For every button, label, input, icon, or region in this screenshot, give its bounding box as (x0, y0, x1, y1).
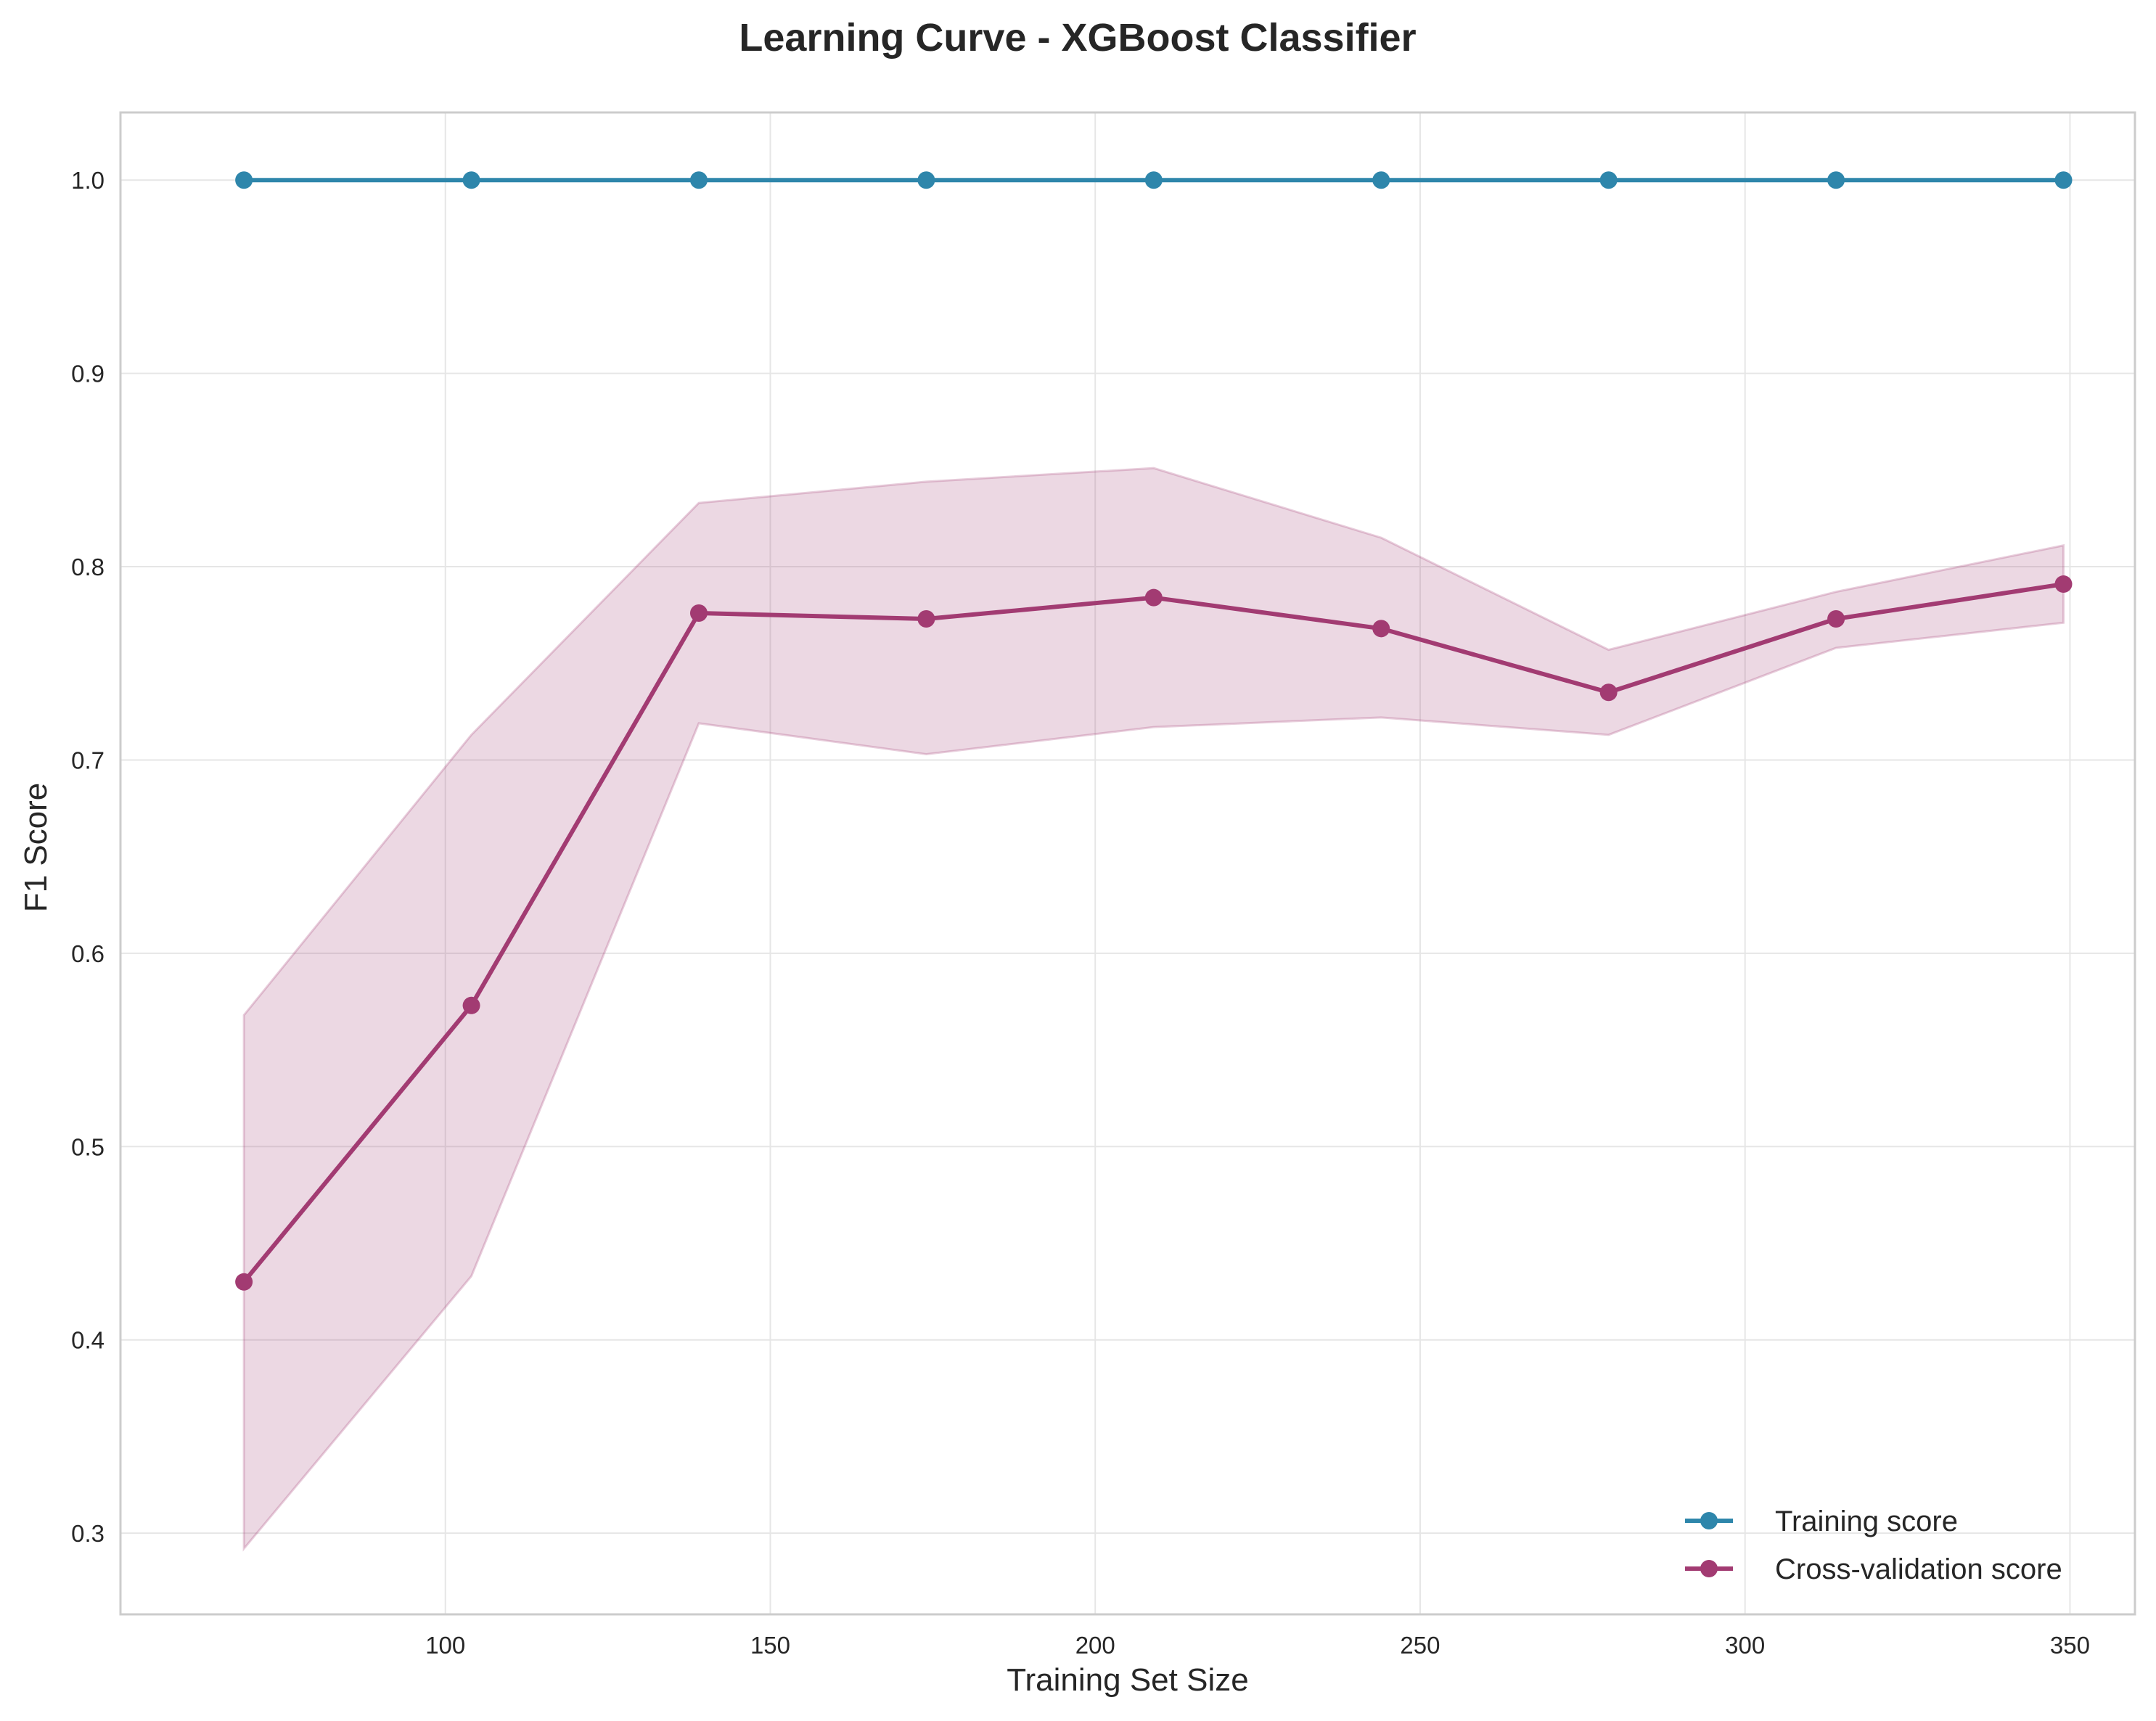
series-1-point (689, 604, 708, 622)
series-0-point (1827, 171, 1845, 189)
y-tick-label: 0.8 (71, 554, 104, 580)
series-1-point (2054, 575, 2073, 593)
y-axis-label: F1 Score (18, 783, 54, 913)
series-1-point (235, 1273, 253, 1291)
legend-marker-1 (1700, 1560, 1718, 1577)
series-0-point (462, 171, 480, 189)
legend: Training score Cross-validation score (1685, 1506, 2062, 1585)
x-tick-label: 100 (425, 1632, 465, 1659)
series-1-point (1144, 588, 1163, 607)
series-0-point (235, 171, 253, 189)
y-tick-label: 0.9 (71, 361, 104, 387)
series-markers (235, 171, 2073, 1291)
series-0-point (1372, 171, 1390, 189)
legend-label-0: Training score (1775, 1506, 1958, 1537)
x-tick-label: 350 (2050, 1632, 2090, 1659)
y-tick-label: 0.4 (71, 1327, 104, 1354)
series-0-point (917, 171, 935, 189)
y-tick-label: 1.0 (71, 167, 104, 194)
y-tick-label: 0.6 (71, 940, 104, 967)
series-0-point (689, 171, 708, 189)
x-axis-label: Training Set Size (1007, 1662, 1248, 1698)
series-1-point (917, 609, 935, 628)
plot-frame (119, 111, 2136, 1616)
series-1-point (1827, 609, 1845, 628)
series-0-point (1599, 171, 1618, 189)
chart-title: Learning Curve - XGBoost Classifier (739, 16, 1416, 59)
x-tick-labels: 100 150 200 250 300 350 (425, 1632, 2090, 1659)
series-0-point (1144, 171, 1163, 189)
series-1-point (462, 996, 480, 1014)
legend-label-1: Cross-validation score (1775, 1553, 2062, 1585)
series-1-point (1599, 683, 1618, 702)
series-0-point (2054, 171, 2073, 189)
legend-marker-0 (1700, 1512, 1718, 1529)
y-tick-label: 0.7 (71, 747, 104, 773)
y-tick-label: 0.5 (71, 1133, 104, 1160)
x-tick-label: 300 (1725, 1632, 1765, 1659)
y-tick-label: 0.3 (71, 1520, 104, 1547)
confidence-band-1 (242, 467, 2065, 1552)
y-tick-labels: 0.3 0.4 0.5 0.6 0.7 0.8 0.9 1.0 (71, 167, 104, 1547)
series-1-point (1372, 620, 1390, 638)
x-tick-label: 200 (1075, 1632, 1115, 1659)
x-tick-label: 250 (1400, 1632, 1440, 1659)
x-tick-label: 150 (750, 1632, 790, 1659)
